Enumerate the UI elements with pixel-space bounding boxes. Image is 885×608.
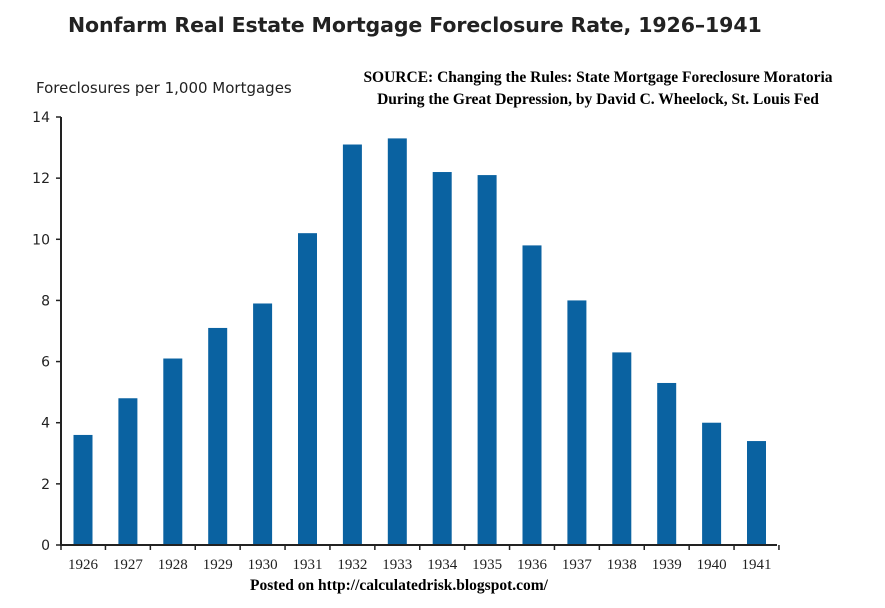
y-tick-label-8: 8 (41, 293, 50, 309)
y-tick-label-4: 4 (41, 416, 50, 432)
bar-1939 (657, 382, 677, 545)
bar-1927 (118, 398, 138, 545)
source-line-2: During the Great Depression, by David C.… (377, 91, 819, 108)
x-tick-label-1939: 1939 (652, 557, 682, 573)
x-tick-label-1927: 1927 (113, 557, 144, 573)
chart-title: Nonfarm Real Estate Mortgage Foreclosure… (68, 13, 762, 37)
y-axis-label: Foreclosures per 1,000 Mortgages (36, 79, 292, 97)
bar-1933 (387, 138, 407, 545)
bar-1934 (432, 172, 452, 545)
bar-1928 (163, 358, 183, 545)
bar-1932 (342, 144, 362, 545)
bar-1940 (702, 422, 722, 545)
x-tick-label-1941: 1941 (742, 557, 772, 573)
x-tick-label-1937: 1937 (562, 557, 593, 573)
x-tick-label-1936: 1936 (517, 557, 548, 573)
bar-1937 (567, 300, 587, 545)
x-tick-label-1928: 1928 (158, 557, 188, 573)
y-tick-label-10: 10 (32, 232, 50, 248)
source-line-1: SOURCE: Changing the Rules: State Mortga… (363, 69, 833, 86)
y-tick-label-0: 0 (41, 538, 50, 554)
x-tick-label-1931: 1931 (293, 557, 323, 573)
bar-1936 (522, 245, 542, 545)
x-tick-label-1932: 1932 (337, 557, 367, 573)
x-tick-label-1940: 1940 (697, 557, 727, 573)
y-tick-label-14: 14 (32, 110, 50, 126)
bar-1930 (253, 303, 273, 545)
source-note: SOURCE: Changing the Rules: State Mortga… (318, 67, 878, 111)
y-tick-label-2: 2 (41, 477, 50, 493)
x-tick-label-1935: 1935 (472, 557, 502, 573)
y-tick-label-12: 12 (32, 171, 50, 187)
x-tick-label-1926: 1926 (68, 557, 99, 573)
bar-1926 (73, 434, 93, 545)
x-tick-label-1938: 1938 (607, 557, 637, 573)
bar-1935 (477, 175, 497, 546)
x-tick-label-1934: 1934 (427, 557, 458, 573)
x-tick-label-1933: 1933 (382, 557, 412, 573)
bar-1941 (747, 441, 766, 545)
y-tick-label-6: 6 (41, 355, 50, 371)
posted-on-note: Posted on http://calculatedrisk.blogspot… (250, 577, 548, 594)
x-tick-label-1930: 1930 (248, 557, 278, 573)
x-tick-label-1929: 1929 (203, 557, 233, 573)
bar-1931 (298, 233, 317, 545)
bar-1929 (208, 327, 228, 545)
bar-1938 (612, 352, 632, 545)
